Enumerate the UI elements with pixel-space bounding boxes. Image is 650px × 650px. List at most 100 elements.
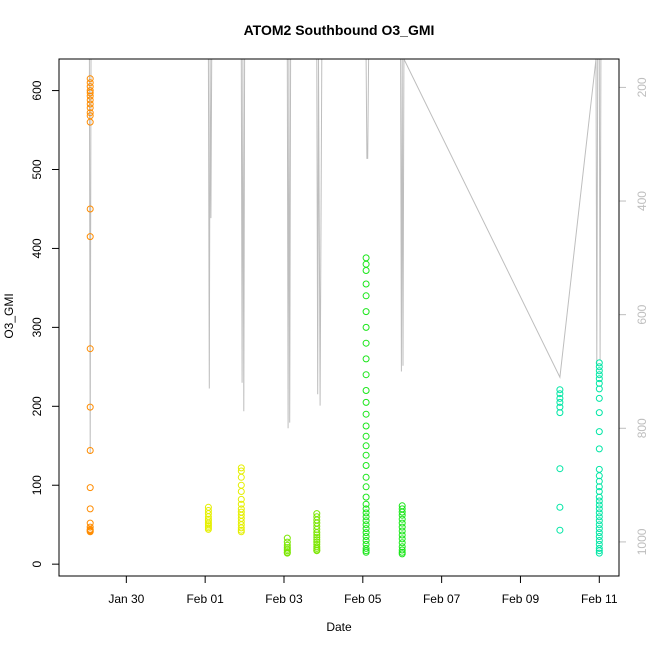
data-point [362, 292, 370, 300]
data-point [362, 505, 370, 513]
y-tick-label: 500 [30, 159, 44, 179]
data-point [86, 96, 94, 104]
data-point [362, 451, 370, 459]
y-tick-label: 200 [30, 396, 44, 416]
data-point [362, 544, 370, 552]
data-point [362, 323, 370, 331]
data-point [398, 535, 406, 543]
pressure-trace-line [88, 58, 602, 454]
data-point [362, 442, 370, 450]
data-point [86, 205, 94, 213]
data-point [362, 537, 370, 544]
data-point [556, 526, 564, 534]
data-point [362, 500, 370, 508]
data-point [556, 390, 564, 398]
data-point [362, 422, 370, 430]
series-4 [556, 359, 603, 557]
data-point [362, 483, 370, 491]
y-tick-label: 0 [30, 561, 44, 568]
data-point [237, 528, 245, 536]
pressure-trace-layer [88, 58, 602, 454]
data-point [595, 465, 603, 473]
data-point [595, 445, 603, 453]
x-tick-label: Feb 03 [265, 592, 303, 606]
x-tick-label: Feb 09 [502, 592, 540, 606]
data-point [283, 534, 291, 542]
series-2 [283, 510, 321, 557]
data-point [86, 233, 94, 241]
data-point [362, 387, 370, 394]
data-point [362, 525, 370, 533]
data-point [313, 536, 321, 544]
data-point [86, 345, 94, 353]
data-point [362, 398, 370, 406]
x-tick-label: Jan 30 [108, 592, 144, 606]
y-axis-label: O3_GMI [2, 293, 16, 338]
series-1 [204, 464, 245, 536]
data-point [595, 521, 603, 529]
data-point [362, 280, 370, 288]
data-point [595, 547, 603, 555]
data-point [595, 359, 603, 367]
data-point [362, 267, 370, 274]
data-point [283, 549, 291, 557]
data-point [313, 533, 321, 541]
y2-tick-label: 800 [635, 418, 649, 438]
data-point [595, 517, 603, 525]
data-point [362, 517, 370, 525]
data-point [362, 509, 370, 517]
data-point [595, 497, 603, 505]
data-point [595, 385, 603, 393]
y-tick-label: 300 [30, 317, 44, 337]
x-tick-label: Feb 01 [186, 592, 224, 606]
data-point [362, 254, 370, 262]
data-point [556, 394, 564, 402]
axes-layer: Jan 30 Feb 01 Feb 03 Feb 05 Feb 07 Feb 09 Feb … [30, 77, 649, 606]
data-point [362, 462, 370, 469]
data-point [362, 339, 370, 347]
data-point [86, 484, 94, 492]
data-point [86, 104, 94, 112]
data-point [398, 523, 406, 531]
data-point [398, 531, 406, 539]
data-point [313, 547, 321, 555]
data-point [362, 355, 370, 363]
data-point [595, 363, 603, 371]
data-point [556, 503, 564, 511]
data-point [204, 525, 212, 533]
data-point [362, 371, 370, 379]
data-point [362, 529, 370, 537]
data-point [398, 519, 406, 527]
data-point [237, 524, 245, 532]
data-point [86, 109, 94, 117]
data-point [556, 465, 564, 473]
chart-title: ATOM2 Southbound O3_GMI [244, 22, 435, 38]
data-point [362, 410, 370, 418]
data-point [86, 100, 94, 108]
data-point [237, 500, 245, 508]
data-point [595, 529, 603, 537]
data-point [398, 550, 406, 558]
data-point [86, 118, 94, 126]
data-point [556, 409, 564, 417]
data-point [398, 511, 406, 519]
data-point [595, 428, 603, 436]
data-point [398, 539, 406, 547]
data-point [362, 521, 370, 529]
x-tick-label: Feb 11 [581, 592, 618, 606]
data-point [595, 375, 603, 383]
data-point [237, 464, 245, 472]
data-point [595, 505, 603, 513]
y2-tick-label: 200 [635, 77, 649, 97]
series-3 [362, 254, 406, 558]
data-point [595, 409, 603, 417]
data-point [362, 308, 370, 316]
data-point [398, 527, 406, 535]
data-point [556, 386, 564, 394]
x-axis-label: Date [326, 620, 352, 634]
data-point [362, 493, 370, 501]
y2-tick-label: 1000 [635, 528, 649, 555]
data-point [362, 473, 370, 481]
data-point [237, 488, 245, 495]
